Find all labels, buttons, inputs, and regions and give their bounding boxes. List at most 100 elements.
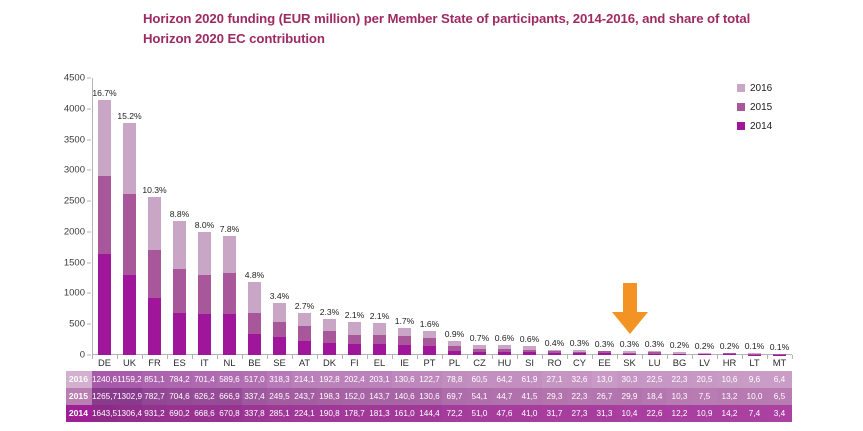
table-cell: 130,6: [417, 388, 442, 405]
table-cell: 243,7: [292, 388, 317, 405]
bar-segment-2015: [598, 351, 611, 354]
table-cell: 337,4: [242, 388, 267, 405]
bar-group[interactable]: 8.8%: [170, 209, 189, 355]
bar-segment-2016: [298, 313, 311, 327]
bar-group[interactable]: 8.0%: [195, 220, 214, 355]
bar-group[interactable]: 0.2%: [720, 341, 739, 355]
table-cell: 32,6: [567, 371, 592, 388]
bar-segment-2014: [673, 354, 686, 355]
bar-segment-2016: [398, 328, 411, 337]
bar-group[interactable]: 0.3%: [620, 339, 639, 355]
x-axis-label-lv: LV: [699, 357, 710, 368]
bar-group[interactable]: 3.4%: [270, 291, 289, 355]
legend-item[interactable]: 2014: [737, 118, 817, 134]
bar-segment-2015: [423, 338, 436, 347]
bar-share-label: 2.1%: [369, 310, 390, 321]
bar-segment-2015: [223, 272, 236, 314]
table-cell: 6,5: [767, 388, 792, 405]
legend-label: 2015: [750, 101, 773, 113]
table-cell: 784,2: [167, 371, 192, 388]
bar-segment-2016: [423, 330, 436, 339]
table-cell: 9,6: [742, 371, 767, 388]
y-axis-tick-mark: [87, 354, 91, 356]
x-axis-tick-mark: [592, 355, 593, 359]
legend-label: 2016: [750, 82, 773, 94]
bar-group[interactable]: 16.7%: [92, 88, 117, 355]
bar-share-label: 0.3%: [619, 338, 640, 349]
bar-group[interactable]: 0.7%: [470, 333, 489, 355]
bar-group[interactable]: 0.2%: [670, 340, 689, 355]
x-axis-label-ie: IE: [400, 357, 409, 368]
bar-group[interactable]: 0.9%: [445, 329, 464, 355]
bar-segment-2014: [198, 313, 211, 355]
bar-group[interactable]: 2.1%: [345, 310, 364, 355]
bar-share-label: 0.2%: [719, 340, 740, 351]
y-axis-tick-mark: [87, 262, 91, 264]
table-cell: 1265,7: [92, 388, 117, 405]
bar-group[interactable]: 1.6%: [420, 319, 439, 355]
bar-segment-2014: [248, 334, 261, 355]
bar-group[interactable]: 4.8%: [245, 270, 264, 355]
bar-segment-2015: [548, 351, 561, 354]
x-axis-tick-mark: [392, 355, 393, 359]
x-axis-label-de: DE: [97, 357, 112, 368]
bar-group[interactable]: 1.7%: [395, 316, 414, 355]
y-axis-tick-mark: [87, 231, 91, 233]
y-axis-tick-label: 1000: [63, 287, 85, 299]
table-cell: 41,0: [517, 405, 542, 422]
y-axis-tick-mark: [87, 323, 91, 325]
bar-group[interactable]: 10.3%: [142, 185, 167, 355]
x-axis-tick-mark: [142, 355, 143, 359]
table-cell: 249,5: [267, 388, 292, 405]
bar-group[interactable]: 0.2%: [695, 341, 714, 355]
table-cell: 41,5: [517, 388, 542, 405]
table-cell: 26,7: [592, 388, 617, 405]
bar-segment-2014: [323, 343, 336, 355]
bar-group[interactable]: 0.3%: [645, 339, 664, 355]
x-axis-label-es: ES: [173, 357, 186, 368]
table-cell: 72,2: [442, 405, 467, 422]
bar-share-label: 0.6%: [519, 334, 540, 345]
table-cell: 10,9: [692, 405, 717, 422]
x-axis-label-it: IT: [200, 357, 209, 368]
bar-group[interactable]: 15.2%: [117, 111, 142, 355]
bar-share-label: 2.3%: [319, 307, 340, 318]
table-cell: 1306,4: [117, 405, 142, 422]
bar-group[interactable]: 0.4%: [545, 338, 564, 355]
bar-segment-2015: [623, 352, 636, 355]
table-cell: 13,2: [717, 388, 742, 405]
legend-item[interactable]: 2015: [737, 99, 817, 115]
x-axis-label-lt: LT: [749, 357, 760, 368]
bar-share-label: 0.3%: [594, 338, 615, 349]
bar-segment-2014: [123, 274, 136, 355]
bar-share-label: 8.0%: [194, 220, 215, 231]
bar-group[interactable]: 0.3%: [570, 338, 589, 355]
x-axis-label-mt: MT: [772, 357, 787, 368]
bar-group[interactable]: 2.7%: [295, 301, 314, 355]
bar-group[interactable]: 0.3%: [595, 339, 614, 355]
table-cell: 12,2: [667, 405, 692, 422]
bar-group[interactable]: 2.1%: [370, 311, 389, 355]
bar-segment-2014: [448, 350, 461, 355]
x-axis-label-dk: DK: [322, 357, 337, 368]
bar-share-label: 7.8%: [219, 224, 240, 235]
bar-group[interactable]: 0.1%: [745, 341, 764, 355]
bar-group[interactable]: 2.3%: [320, 307, 339, 355]
bar-segment-2015: [98, 175, 111, 254]
bar-group[interactable]: 0.1%: [770, 342, 789, 355]
x-axis-label-pl: PL: [448, 357, 461, 368]
bar-group[interactable]: 0.6%: [495, 333, 514, 355]
legend-item[interactable]: 2016: [737, 80, 817, 96]
table-cell: 704,6: [167, 388, 192, 405]
bar-segment-2014: [148, 297, 161, 355]
bar-share-label: 10.3%: [142, 185, 167, 196]
x-axis-tick-mark: [92, 355, 93, 359]
table-cell: 285,1: [267, 405, 292, 422]
y-axis-tick-label: 1500: [63, 257, 85, 269]
bar-group[interactable]: 0.6%: [520, 334, 539, 355]
bar-group[interactable]: 7.8%: [220, 224, 239, 355]
bar-segment-2016: [723, 352, 736, 354]
bar-share-label: 0.6%: [494, 333, 515, 344]
x-axis-tick-mark: [692, 355, 693, 359]
x-axis-label-lu: LU: [648, 357, 661, 368]
